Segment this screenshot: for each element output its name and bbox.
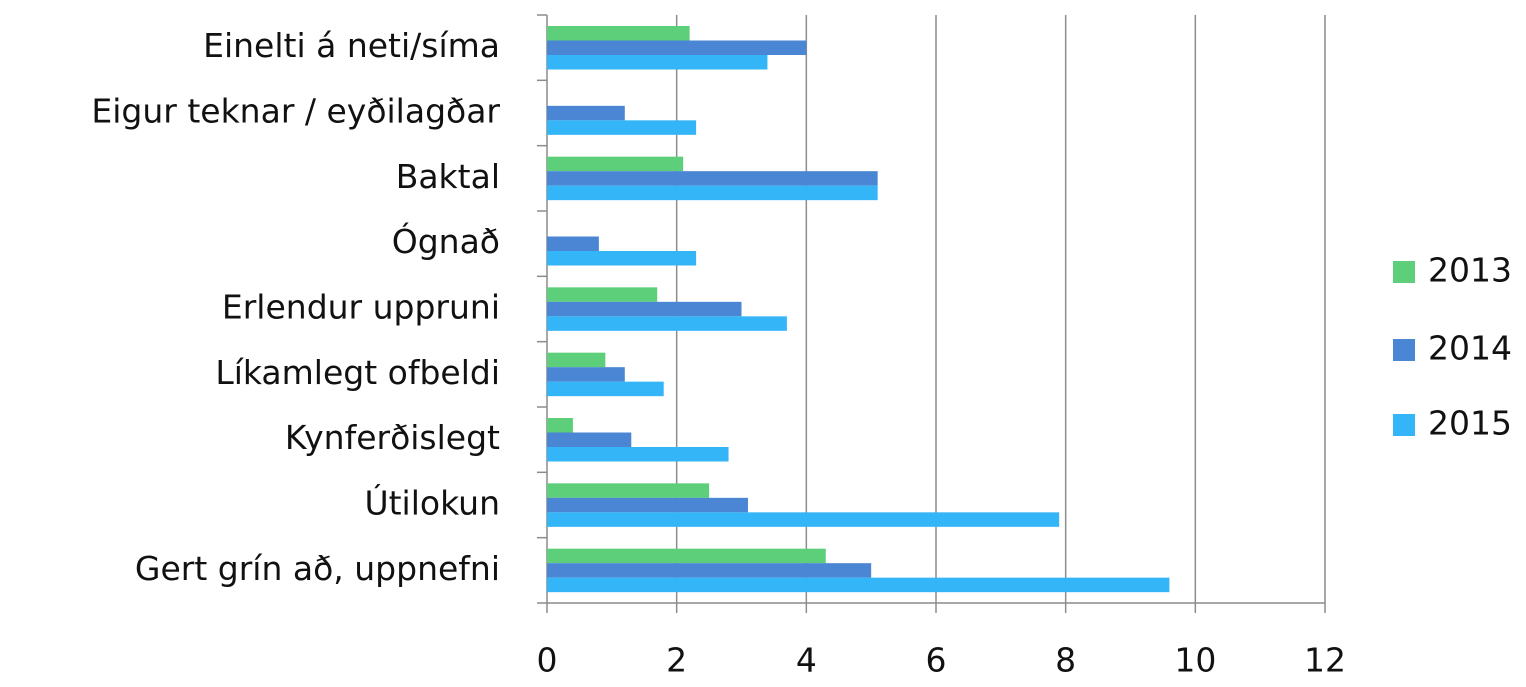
bar	[547, 447, 729, 462]
bar	[547, 26, 690, 41]
legend-label: 2015	[1428, 404, 1512, 443]
bar	[547, 236, 599, 251]
x-tick-label: 0	[537, 641, 558, 680]
y-tick-label: Útilokun	[364, 483, 500, 523]
legend-label: 2013	[1428, 251, 1512, 290]
x-tick-label: 6	[926, 641, 947, 680]
y-tick-label: Ógnað	[392, 221, 500, 261]
bar	[547, 251, 697, 266]
x-tick-label: 8	[1055, 641, 1076, 680]
x-tick-label: 2	[666, 641, 687, 680]
bar	[547, 55, 768, 70]
bar	[547, 577, 1170, 593]
y-tick-label: Erlendur uppruni	[222, 288, 500, 327]
legend-swatch	[1393, 261, 1415, 283]
bar	[547, 512, 1060, 527]
bar	[547, 120, 697, 135]
bar	[547, 418, 573, 433]
bar	[547, 432, 632, 447]
bar	[547, 316, 787, 331]
y-tick-label: Eigur teknar / eyðilagðar	[91, 92, 500, 131]
bar	[547, 156, 684, 172]
bar	[547, 563, 872, 578]
y-tick-label: Einelti á neti/síma	[203, 26, 500, 65]
x-tick-label: 4	[796, 641, 817, 680]
y-tick-label: Kynferðislegt	[285, 418, 500, 457]
legend-swatch	[1393, 339, 1415, 361]
bar	[547, 40, 807, 55]
bar	[547, 548, 826, 564]
x-tick-label: 12	[1304, 641, 1346, 680]
legend-label: 2014	[1428, 329, 1512, 368]
bar	[547, 301, 742, 317]
y-tick-label: Líkamlegt ofbeldi	[215, 353, 500, 392]
x-tick-label: 10	[1174, 641, 1216, 680]
bar	[547, 185, 878, 201]
bar	[547, 287, 658, 302]
y-tick-label: Gert grín að, uppnefni	[135, 549, 500, 588]
bar	[547, 352, 606, 368]
bar	[547, 483, 710, 498]
bar	[547, 171, 878, 186]
legend-swatch	[1393, 414, 1415, 436]
bar	[547, 497, 748, 513]
bar	[547, 105, 625, 121]
y-tick-label: Baktal	[396, 157, 500, 196]
bar	[547, 381, 664, 397]
bar	[547, 367, 625, 382]
